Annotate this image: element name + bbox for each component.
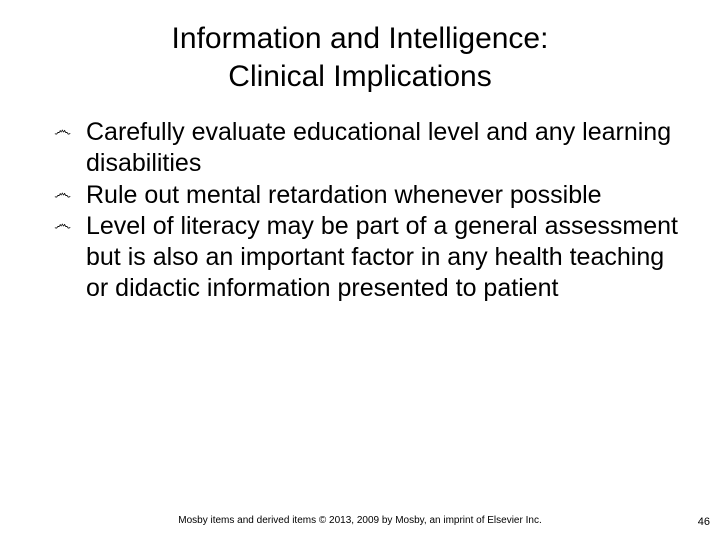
bullet-text: Carefully evaluate educational level and…	[86, 118, 671, 177]
bullet-text: Rule out mental retardation whenever pos…	[86, 181, 602, 209]
bullet-text: Level of literacy may be part of a gener…	[86, 212, 678, 303]
title-line-1: Information and Intelligence:	[172, 22, 549, 55]
slide-container: Information and Intelligence: Clinical I…	[0, 0, 720, 540]
list-item: ෴ Carefully evaluate educational level a…	[54, 117, 690, 180]
title-line-2: Clinical Implications	[228, 60, 491, 93]
list-item: ෴ Level of literacy may be part of a gen…	[54, 211, 690, 305]
bullet-icon: ෴	[54, 215, 71, 233]
bullet-icon: ෴	[54, 121, 71, 139]
slide-title: Information and Intelligence: Clinical I…	[30, 20, 690, 95]
list-item: ෴ Rule out mental retardation whenever p…	[54, 180, 690, 211]
bullet-icon: ෴	[54, 184, 71, 202]
footer-copyright: Mosby items and derived items © 2013, 20…	[0, 515, 720, 526]
bullet-list: ෴ Carefully evaluate educational level a…	[30, 117, 690, 305]
page-number: 46	[698, 516, 710, 528]
